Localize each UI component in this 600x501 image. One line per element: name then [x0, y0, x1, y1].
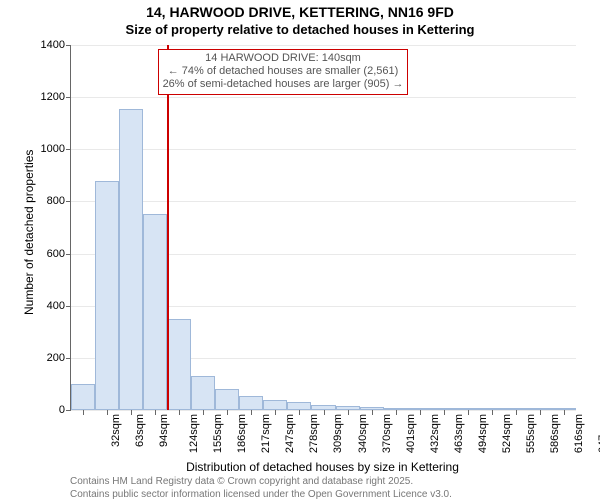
x-tick-label: 217sqm: [260, 414, 272, 453]
x-tick-label: 247sqm: [284, 414, 296, 453]
x-tick-mark: [251, 410, 252, 415]
x-tick-mark: [179, 410, 180, 415]
chart-title: 14, HARWOOD DRIVE, KETTERING, NN16 9FD: [0, 4, 600, 21]
x-tick-label: 586sqm: [549, 414, 561, 453]
grid-line: [71, 45, 576, 46]
y-tick-label: 800: [47, 195, 71, 207]
x-tick-label: 340sqm: [357, 414, 369, 453]
x-tick-label: 186sqm: [236, 414, 248, 453]
x-axis-label: Distribution of detached houses by size …: [70, 460, 575, 474]
y-tick-label: 1400: [41, 39, 71, 51]
x-tick-mark: [348, 410, 349, 415]
x-tick-label: 432sqm: [429, 414, 441, 453]
y-tick-label: 200: [47, 352, 71, 364]
x-tick-label: 155sqm: [212, 414, 224, 453]
plot-area: 020040060080010001200140032sqm63sqm94sqm…: [70, 45, 576, 411]
x-tick-label: 401sqm: [405, 414, 417, 453]
reference-line: [167, 45, 169, 410]
x-tick-mark: [203, 410, 204, 415]
x-tick-label: 32sqm: [110, 414, 122, 447]
x-tick-label: 616sqm: [573, 414, 585, 453]
grid-line: [71, 97, 576, 98]
x-tick-mark: [155, 410, 156, 415]
x-tick-mark: [396, 410, 397, 415]
x-tick-label: 370sqm: [381, 414, 393, 453]
x-tick-mark: [131, 410, 132, 415]
y-axis-label: Number of detached properties: [22, 150, 36, 315]
y-tick-label: 1000: [41, 143, 71, 155]
x-tick-mark: [107, 410, 108, 415]
x-tick-mark: [299, 410, 300, 415]
x-tick-mark: [564, 410, 565, 415]
histogram-bar: [239, 396, 263, 410]
x-tick-label: 524sqm: [501, 414, 513, 453]
x-tick-label: 63sqm: [134, 414, 146, 447]
x-tick-mark: [83, 410, 84, 415]
histogram-bar: [191, 376, 215, 410]
histogram-bar: [143, 214, 167, 410]
x-tick-mark: [492, 410, 493, 415]
histogram-bar: [263, 400, 287, 410]
histogram-bar: [71, 384, 95, 410]
x-tick-mark: [372, 410, 373, 415]
annotation-line-3: 26% of semi-detached houses are larger (…: [163, 78, 404, 91]
annotation-box: 14 HARWOOD DRIVE: 140sqm← 74% of detache…: [158, 49, 409, 95]
property-size-chart: 14, HARWOOD DRIVE, KETTERING, NN16 9FD S…: [0, 0, 600, 500]
subtitle-text: Size of property relative to detached ho…: [126, 22, 475, 37]
title-text: 14, HARWOOD DRIVE, KETTERING, NN16 9FD: [146, 4, 454, 20]
histogram-bar: [119, 109, 143, 410]
x-tick-label: 309sqm: [333, 414, 345, 453]
y-tick-label: 0: [59, 404, 71, 416]
annotation-line-1: 14 HARWOOD DRIVE: 140sqm: [163, 52, 404, 65]
x-tick-mark: [324, 410, 325, 415]
annotation-line-2: ← 74% of detached houses are smaller (2,…: [163, 65, 404, 78]
footer-attribution: Contains HM Land Registry data © Crown c…: [70, 476, 452, 501]
x-tick-mark: [444, 410, 445, 415]
x-tick-mark: [468, 410, 469, 415]
x-tick-label: 124sqm: [188, 414, 200, 453]
histogram-bar: [215, 389, 239, 410]
footer-line-2: Contains public sector information licen…: [70, 489, 452, 501]
x-tick-label: 94sqm: [158, 414, 170, 447]
x-tick-mark: [420, 410, 421, 415]
y-tick-label: 400: [47, 300, 71, 312]
y-tick-label: 1200: [41, 91, 71, 103]
chart-subtitle: Size of property relative to detached ho…: [0, 22, 600, 38]
grid-line: [71, 149, 576, 150]
histogram-bar: [287, 402, 311, 410]
x-tick-mark: [540, 410, 541, 415]
x-tick-label: 555sqm: [525, 414, 537, 453]
y-tick-label: 600: [47, 248, 71, 260]
x-tick-mark: [227, 410, 228, 415]
x-tick-mark: [516, 410, 517, 415]
histogram-bar: [95, 181, 119, 410]
histogram-bar: [167, 319, 191, 410]
x-tick-label: 278sqm: [309, 414, 321, 453]
x-tick-mark: [275, 410, 276, 415]
footer-line-1: Contains HM Land Registry data © Crown c…: [70, 476, 452, 489]
grid-line: [71, 201, 576, 202]
x-tick-label: 494sqm: [477, 414, 489, 453]
x-tick-label: 463sqm: [453, 414, 465, 453]
